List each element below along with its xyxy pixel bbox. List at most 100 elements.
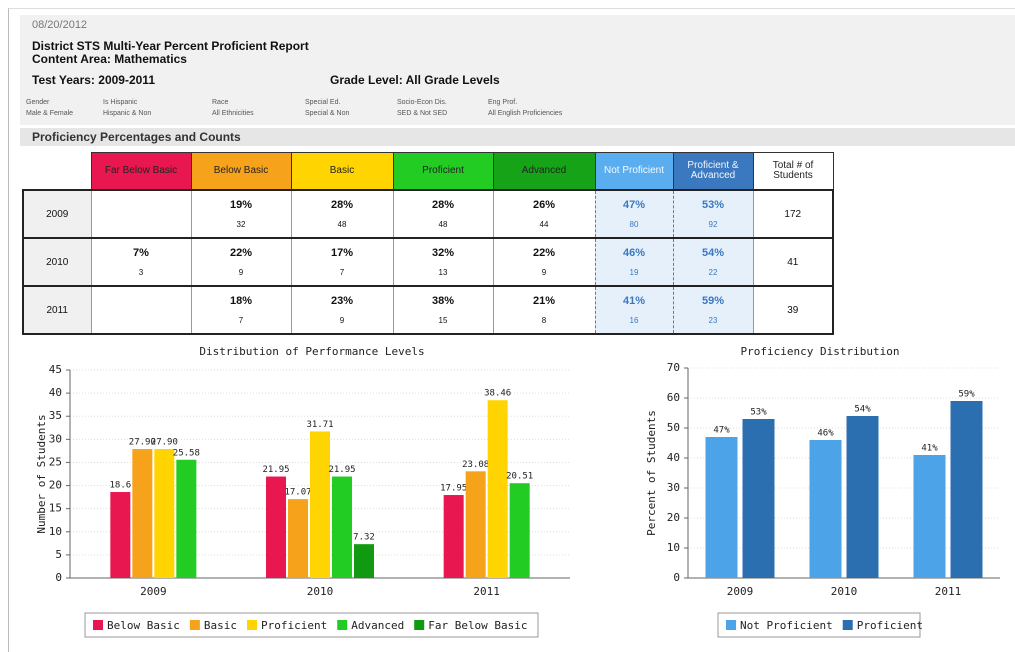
section-title: Proficiency Percentages and Counts [20,128,1015,146]
chart-title: Proficiency Distribution [741,345,900,358]
column-header: Below Basic [190,152,292,191]
bar [354,544,374,578]
filter-value: All Ethnicities [212,110,254,117]
percent: 28% [330,199,354,211]
bar [110,492,131,578]
value-cell: 22% 9 [492,237,595,287]
percent: 38% [431,295,455,307]
legend-label: Basic [204,619,237,632]
data-label: 17.07 [284,488,311,498]
value-cell: 19% 32 [190,189,291,239]
filter-value: All English Proficiencies [488,110,563,117]
data-label: 21.95 [262,465,289,475]
value-cell: 32% 13 [392,237,493,287]
report-date: 08/20/2012 [32,19,88,31]
year-cell: 2011 [22,285,91,335]
percent: 46% [622,247,646,259]
content-area: Content Area: Mathematics [32,52,187,66]
value-cell: 26% 44 [492,189,595,239]
count: 8 [541,316,547,325]
y-tick-label: 40 [667,451,680,464]
value-cell: 54% 22 [672,237,753,287]
bar [176,459,197,578]
value-cell [90,189,191,239]
report-header: 08/20/2012 District STS Multi-Year Perce… [20,15,1015,125]
y-tick-label: 15 [49,502,62,515]
percent: 21% [532,295,556,307]
bar [809,440,842,578]
legend-swatch [246,620,257,630]
filter-value: Male & Female [26,110,74,117]
percent: 17% [330,247,354,259]
table-row: 2011 18% 7 23% 9 38% 15 21% 8 41% 16 59% 23 39 [22,285,834,335]
header-row: Far Below Basic Below Basic Basic Proficien… [23,152,834,191]
total-cell: 39 [752,285,834,335]
filter-label: Special Ed. [305,99,341,106]
value-cell: 41% 16 [594,285,673,335]
filter-value: Hispanic & Non [103,110,152,117]
count: 3 [138,268,144,277]
column-header: Basic [290,152,394,191]
percent: 23% [330,295,354,307]
x-tick-label: 2011 [935,585,962,598]
filter-value: Special & Non [305,110,350,117]
report-title: District STS Multi-Year Percent Proficie… [32,39,309,53]
y-tick-label: 20 [667,511,680,524]
percent: 19% [229,199,253,211]
y-tick-label: 10 [667,541,680,554]
filter-value: SED & Not SED [397,110,448,117]
y-tick-label: 30 [667,481,680,494]
count: 9 [541,268,547,277]
count: 48 [438,220,448,229]
column-header: Not Proficient [594,152,674,191]
legend-label: Proficient [857,619,923,632]
percent: 59% [701,295,725,307]
data-label: 54% [854,405,871,415]
report-card [8,8,1015,652]
percent: 53% [701,199,725,211]
bar [913,455,946,578]
percent: 7% [133,247,149,259]
legend-swatch [842,620,853,630]
value-cell: 59% 23 [672,285,753,335]
count: 22 [708,268,718,277]
percent: 54% [701,247,725,259]
value-cell: 53% 92 [672,189,753,239]
percent: 41% [622,295,646,307]
count: 44 [539,220,549,229]
data-label: 25.58 [173,448,200,458]
data-label: 41% [921,444,938,454]
value-cell: 21% 8 [492,285,595,335]
bar [310,431,330,578]
column-header: Total # of Students [752,152,834,191]
count: 16 [629,316,639,325]
percent: 47% [622,199,646,211]
total-cell: 41 [752,237,834,287]
legend-box [717,612,921,638]
filter-label: Eng Prof. [488,99,518,106]
bar [154,449,175,578]
bar [509,483,530,578]
y-tick-label: 60 [667,391,680,404]
legend-label: Far Below Basic [428,619,527,632]
charts: Distribution of Performance Levels Number… [35,345,1000,638]
percent: 28% [431,199,455,211]
percent: 26% [532,199,556,211]
data-label: 17.95 [440,484,467,494]
bar [132,449,153,578]
chart-title: Distribution of Performance Levels [199,345,424,358]
value-cell: 28% 48 [392,189,493,239]
bar [846,416,879,578]
year-cell: 2010 [22,237,91,287]
y-axis-label: Number of Students [35,414,48,533]
grade-level: Grade Level: All Grade Levels [330,73,500,87]
bar [705,437,738,578]
bar [288,499,308,578]
data-label: 27.90 [151,438,178,448]
table-row: 2009 19% 32 28% 48 28% 48 26% 44 47% 80 53% 92 172 [22,189,834,239]
filter-label: Gender [26,99,50,106]
filter-label: Socio-Econ Dis. [397,99,447,106]
x-tick-label: 2010 [307,585,334,598]
y-tick-label: 70 [667,361,680,374]
legend-label: Not Proficient [740,619,833,632]
